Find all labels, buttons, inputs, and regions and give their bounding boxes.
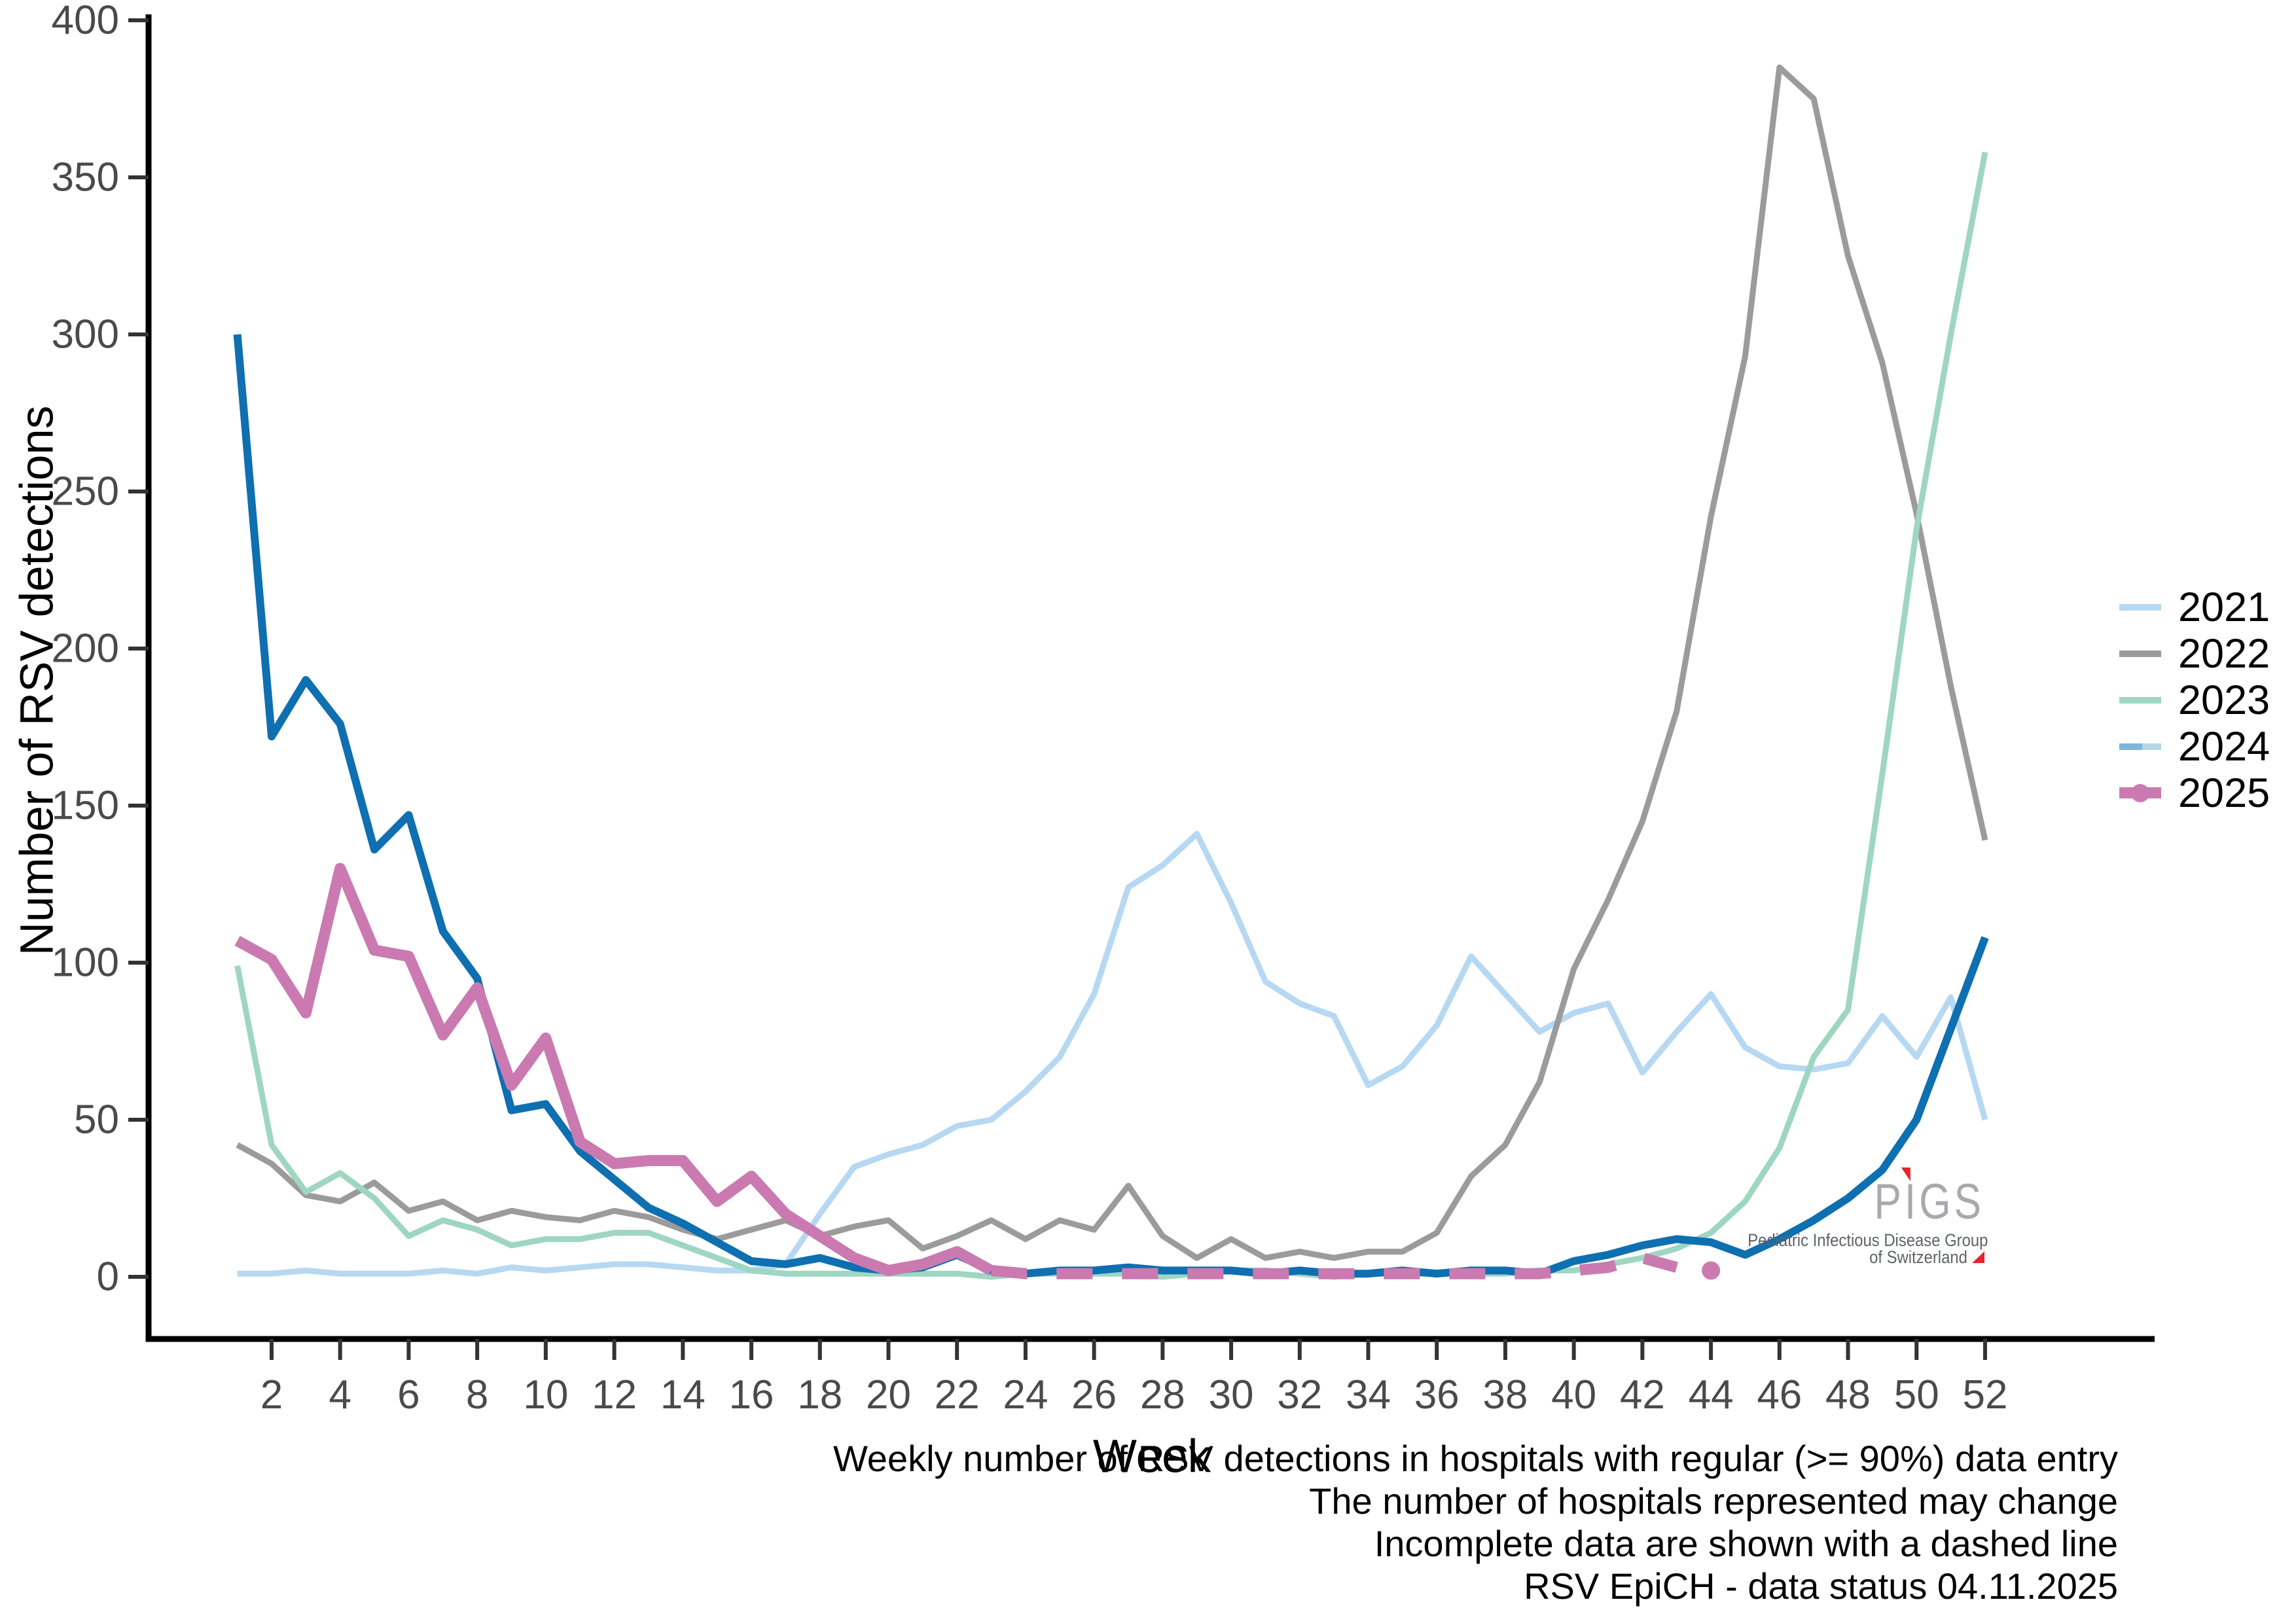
series-line-2023 [234, 151, 1988, 1280]
legend-item-2021: 2021 [2119, 584, 2270, 630]
x-tick-label: 48 [1825, 1372, 1871, 1418]
series-line-2024 [233, 334, 1989, 1278]
series-line-2025-solid [234, 863, 994, 1276]
y-tick-label: 350 [52, 155, 119, 200]
x-tick-label: 16 [729, 1372, 774, 1418]
x-tick-label: 38 [1482, 1372, 1528, 1418]
series-line-2021 [237, 830, 1988, 1277]
y-tick-label: 100 [52, 940, 119, 986]
pigs-letter-i: I [1901, 1168, 1919, 1227]
y-axis-title: Number of RSV detections [11, 405, 63, 956]
x-tick-label: 28 [1140, 1372, 1185, 1418]
pigs-letters-gs: GS [1919, 1174, 1984, 1230]
x-tick-label: 6 [397, 1372, 420, 1418]
x-tick-label: 30 [1209, 1372, 1254, 1418]
pigs-logo-tagline-1: Pediatric Infectious Disease Group [1748, 1230, 1988, 1250]
y-tick-label: 50 [74, 1097, 119, 1143]
legend-swatch-2024-line-icon [2119, 743, 2161, 750]
y-tick-label: 200 [52, 626, 119, 671]
red-triangle-icon [1901, 1168, 1910, 1181]
x-tick-label: 32 [1277, 1372, 1322, 1418]
x-tick-label: 22 [935, 1372, 980, 1418]
x-tick-label: 24 [1003, 1372, 1048, 1418]
pigs-letter-i-glyph: I [1904, 1174, 1920, 1230]
x-tick-label: 20 [866, 1372, 911, 1418]
legend: 2021 2022 2023 2024 2025 [2119, 584, 2270, 816]
x-tick-label: 42 [1620, 1372, 1665, 1418]
legend-item-2024: 2024 [2119, 723, 2270, 770]
legend-label-2021: 2021 [2178, 584, 2270, 630]
x-tick-label: 4 [329, 1372, 351, 1418]
red-triangle-icon [1972, 1251, 1984, 1263]
series-line-2022 [236, 64, 1988, 1261]
x-tick-label: 18 [797, 1372, 842, 1418]
x-tick-label: 2 [260, 1372, 283, 1418]
y-tick-label: 150 [52, 783, 119, 829]
caption-line-1: Weekly number of RSV detections in hospi… [833, 1438, 2118, 1479]
caption-block: Weekly number of RSV detections in hospi… [655, 1437, 2118, 1607]
legend-swatch-2022-line-icon [2119, 650, 2161, 657]
x-tick-label: 52 [1962, 1372, 2007, 1418]
x-tick-label: 34 [1346, 1372, 1391, 1418]
x-tick-label: 36 [1414, 1372, 1460, 1418]
legend-label-2025: 2025 [2178, 770, 2270, 816]
caption-line-2: The number of hospitals represented may … [1309, 1480, 2118, 1522]
x-tick-label: 40 [1551, 1372, 1596, 1418]
legend-2025-point-icon [2131, 783, 2149, 802]
pigs-logo-tagline-2-text: of Switzerland [1869, 1247, 1967, 1267]
legend-item-2023: 2023 [2119, 677, 2270, 723]
x-tick-label: 14 [660, 1372, 706, 1418]
pigs-logo-wordmark: PI GS [1768, 1168, 1984, 1227]
x-tick-label: 50 [1894, 1372, 1939, 1418]
x-tick-label: 26 [1071, 1372, 1117, 1418]
legend-swatch-2021-line-icon [2119, 603, 2161, 611]
x-tick-label: 44 [1689, 1372, 1734, 1418]
legend-item-2022: 2022 [2119, 630, 2270, 677]
pigs-logo-tagline-2: of Switzerland [1748, 1247, 1984, 1267]
series-line-2025-dashed [990, 1252, 1678, 1279]
legend-label-2024: 2024 [2178, 723, 2270, 770]
pigs-letter-p: P [1874, 1174, 1905, 1230]
legend-label-2022: 2022 [2178, 630, 2270, 677]
legend-label-2023: 2023 [2178, 677, 2270, 723]
legend-swatch-2025-line-icon [2119, 783, 2161, 802]
legend-item-2025: 2025 [2119, 770, 2270, 816]
x-axis-title: Week [1092, 1431, 1211, 1483]
pigs-logo: PI GS Pediatric Infectious Disease Group … [1721, 1168, 1988, 1267]
y-tick-label: 300 [52, 312, 119, 357]
legend-swatch-2023-line-icon [2119, 696, 2161, 704]
series-point-2025 [1702, 1261, 1721, 1280]
x-tick-label: 46 [1757, 1372, 1802, 1418]
x-tick-label: 10 [523, 1372, 568, 1418]
x-tick-label: 12 [592, 1372, 637, 1418]
y-tick-label: 0 [97, 1255, 119, 1300]
y-tick-label: 250 [52, 469, 119, 514]
x-tick-label: 8 [466, 1372, 488, 1418]
y-tick-label: 400 [52, 0, 119, 43]
caption-line-3: Incomplete data are shown with a dashed … [1374, 1523, 2118, 1564]
caption-line-4: RSV EpiCH - data status 04.11.2025 [1524, 1565, 2118, 1607]
